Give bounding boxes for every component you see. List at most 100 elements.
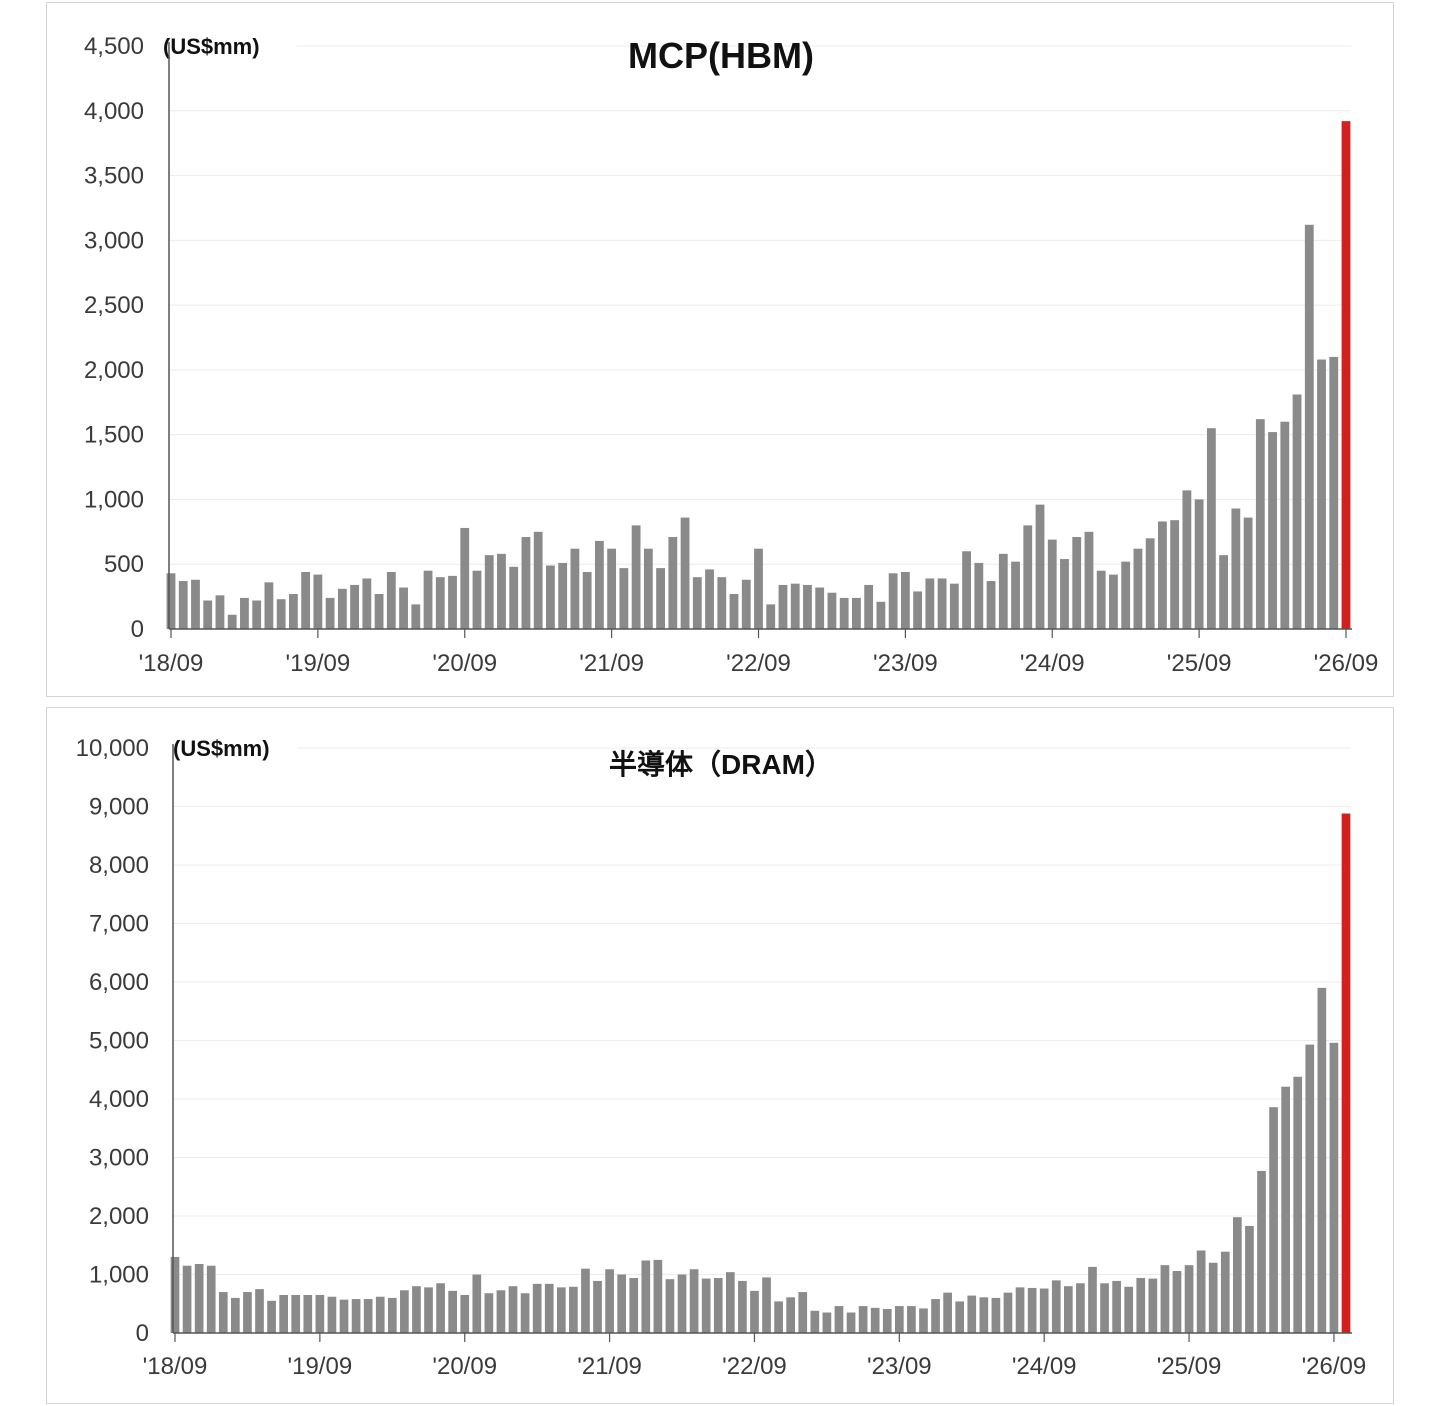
bar [1280,421,1290,629]
bar [435,577,445,629]
bar [822,1312,832,1333]
bar [350,584,359,629]
x-tick-label: '21/09 [577,1353,642,1380]
bar [1088,1266,1097,1333]
bar [327,1296,337,1333]
bar [790,583,800,629]
bar [374,594,384,629]
bar [556,1287,566,1333]
bar [1136,1278,1146,1333]
bar [546,565,555,629]
bar [774,1301,783,1333]
bar [267,1300,276,1333]
bar [641,1260,651,1333]
bar [182,1265,192,1333]
bar [301,572,311,629]
bar [1170,520,1180,629]
bar [386,572,396,629]
bar [1023,525,1033,629]
bar [424,1287,433,1333]
bar [1245,1225,1254,1333]
bar [497,553,506,629]
x-tick-label: '26/09 [1314,650,1379,677]
bar [907,1306,916,1333]
y-tick-label: 9,000 [89,794,149,821]
bar [1035,504,1045,629]
bar [1145,538,1155,629]
bar [754,548,763,629]
bar [194,1263,204,1333]
bar [668,537,678,629]
bar [1148,1278,1158,1333]
bar [1317,359,1326,629]
bar [593,1280,602,1333]
bar [677,1274,687,1333]
bar [979,1297,989,1333]
bar [315,1294,325,1333]
bar [1220,1251,1230,1333]
bar [962,551,971,629]
bar [594,540,604,629]
y-tick-label: 1,500 [84,422,144,449]
bar [291,1294,301,1333]
bar [231,1297,240,1333]
x-tick-label: '23/09 [867,1353,932,1380]
y-tick-label: 1,000 [84,486,144,513]
bar [643,548,653,629]
x-tick-label: '19/09 [288,1353,353,1380]
chart-title: MCP(HBM) [628,35,814,76]
bar [846,1312,856,1333]
bar [858,1306,868,1333]
bar [351,1299,361,1333]
bar [888,573,898,629]
y-tick-label: 3,000 [89,1145,149,1172]
bar [362,578,372,629]
bar [713,1278,723,1333]
y-tick-label: 0 [131,616,144,643]
bar [325,597,335,629]
bar [484,555,494,629]
bar [741,579,751,629]
bar [786,1297,796,1333]
bar [1011,561,1020,629]
bar [852,597,861,629]
bar [411,604,421,629]
bar [1063,1286,1073,1333]
x-tick-label: '21/09 [579,650,644,677]
bar [798,1292,808,1333]
bar [1158,521,1167,629]
x-tick-label: '18/09 [139,650,204,677]
bar [1100,1283,1109,1333]
bar [472,1274,482,1333]
y-tick-label: 2,500 [84,292,144,319]
bar [931,1299,940,1333]
bar [1112,1280,1121,1333]
bar [558,562,568,629]
bar [1231,508,1241,629]
bar [925,578,935,629]
bar [913,591,923,629]
bar [1027,1287,1037,1333]
bar-highlight [1341,121,1351,629]
bar [570,548,580,629]
bar [581,1268,590,1333]
x-tick-label: '19/09 [286,650,351,677]
chart-panel-mcp-hbm: 0 500 1,000 1,500 2,000 2,500 3,000 3,500 4,000 4… [46,2,1394,697]
bar [521,537,531,629]
bar [1257,1170,1266,1333]
bar [1015,1287,1025,1333]
bar [870,1307,880,1333]
bar [448,575,457,629]
bar [1281,1086,1290,1333]
bar [1208,1262,1218,1333]
bar [778,584,788,629]
bar [1121,561,1131,629]
x-tick-label: '20/09 [432,650,497,677]
y-tick-label: 4,000 [89,1086,149,1113]
bar [692,577,702,629]
bar [656,568,665,629]
dram-bar-chart: 0 1,000 2,000 3,000 4,000 5,000 6,000 7,000 8,00… [76,735,1367,1380]
bar [1051,1280,1061,1333]
bar [1003,1292,1013,1333]
bar [544,1283,554,1333]
